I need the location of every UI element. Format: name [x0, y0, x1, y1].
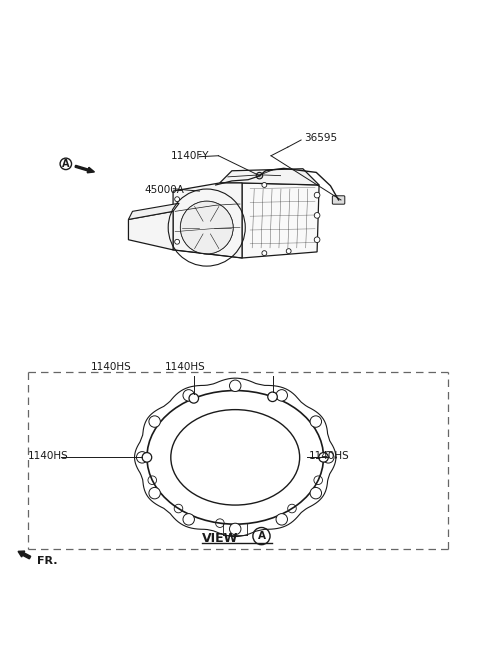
Text: 1140HS: 1140HS — [91, 363, 132, 373]
Circle shape — [60, 158, 72, 170]
Polygon shape — [129, 212, 173, 250]
Text: A: A — [62, 159, 70, 169]
Circle shape — [262, 183, 267, 187]
FancyBboxPatch shape — [332, 196, 345, 204]
Circle shape — [268, 392, 277, 401]
Text: A: A — [257, 531, 265, 541]
Circle shape — [175, 196, 180, 202]
Circle shape — [189, 394, 199, 403]
Circle shape — [229, 380, 241, 392]
Circle shape — [286, 248, 291, 254]
Text: VIEW: VIEW — [202, 532, 238, 545]
Circle shape — [314, 237, 320, 242]
Circle shape — [183, 390, 194, 401]
Circle shape — [310, 487, 322, 499]
Circle shape — [175, 239, 180, 244]
Circle shape — [319, 453, 328, 462]
Text: 1140HS: 1140HS — [165, 363, 205, 373]
Ellipse shape — [147, 390, 324, 524]
Circle shape — [142, 453, 152, 462]
Polygon shape — [173, 183, 242, 258]
Text: 1140FY: 1140FY — [171, 150, 209, 161]
Circle shape — [323, 451, 334, 463]
Text: 1140HS: 1140HS — [309, 451, 350, 461]
Circle shape — [314, 213, 320, 218]
Circle shape — [149, 416, 160, 427]
Text: FR.: FR. — [37, 556, 58, 566]
FancyArrow shape — [75, 166, 95, 173]
Circle shape — [276, 390, 288, 401]
Circle shape — [183, 514, 194, 525]
Circle shape — [149, 487, 160, 499]
Text: 45000A: 45000A — [144, 185, 184, 195]
Circle shape — [314, 193, 320, 198]
Circle shape — [136, 451, 148, 463]
Polygon shape — [220, 169, 319, 185]
Polygon shape — [242, 183, 319, 258]
Circle shape — [229, 523, 241, 535]
Circle shape — [310, 416, 322, 427]
Circle shape — [180, 201, 233, 254]
Circle shape — [256, 172, 263, 179]
Circle shape — [253, 528, 270, 545]
Text: 1140HS: 1140HS — [28, 451, 68, 461]
Text: 36595: 36595 — [304, 133, 337, 143]
Ellipse shape — [171, 409, 300, 505]
Circle shape — [262, 251, 267, 256]
Polygon shape — [129, 203, 179, 219]
FancyArrow shape — [18, 551, 31, 559]
Circle shape — [276, 514, 288, 525]
